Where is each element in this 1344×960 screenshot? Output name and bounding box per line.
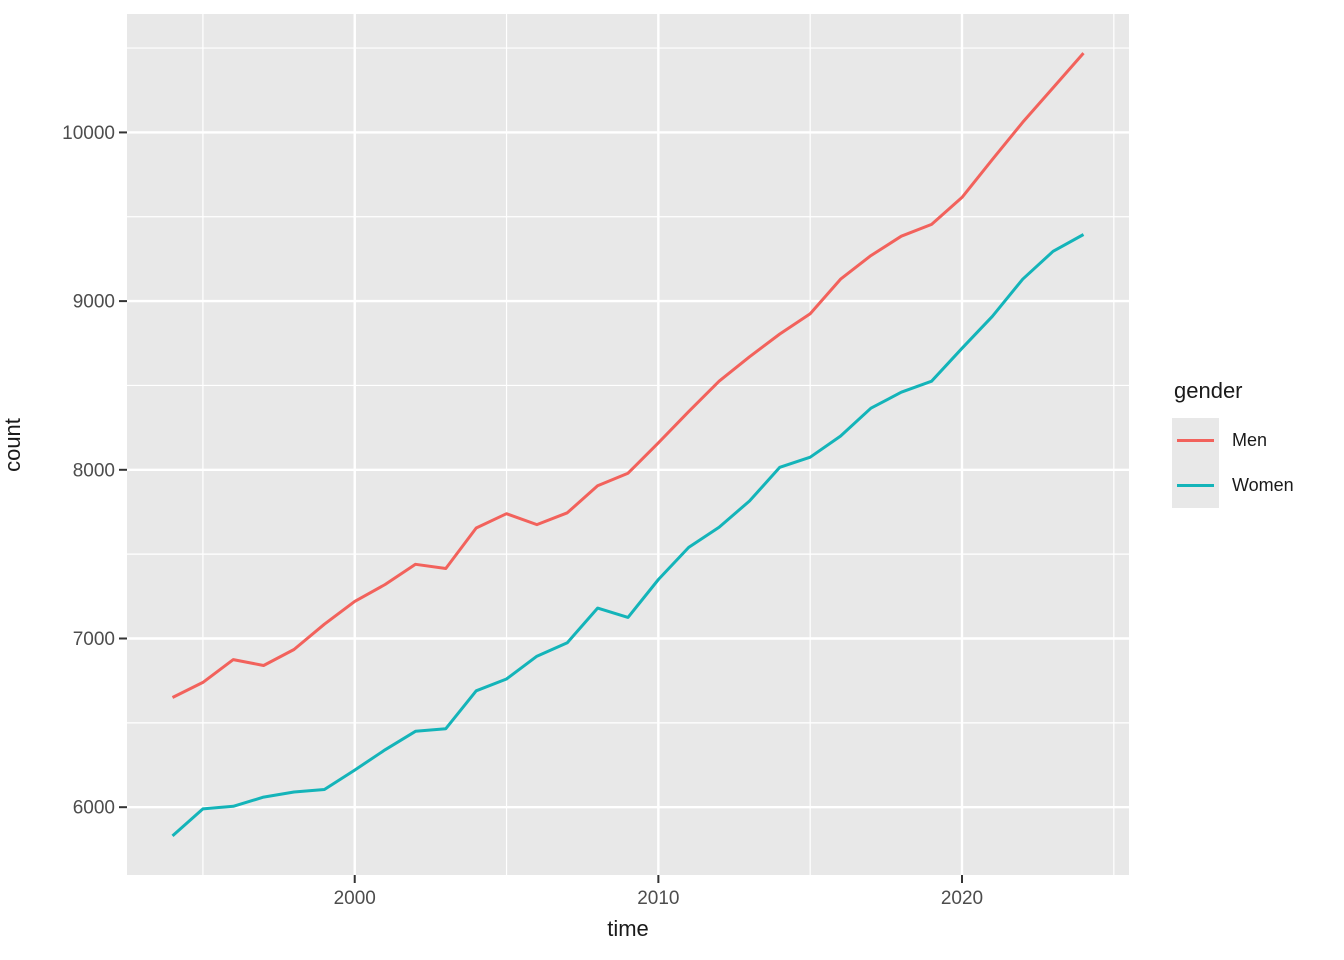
y-tick-label: 8000 bbox=[73, 460, 115, 481]
women-line bbox=[171, 233, 1085, 838]
x-tick-label: 2020 bbox=[941, 888, 983, 909]
y-tick-label: 6000 bbox=[73, 798, 115, 819]
y-axis-title: count bbox=[0, 418, 25, 472]
legend-title: gender bbox=[1174, 378, 1243, 403]
plot-panel bbox=[127, 14, 1129, 875]
x-tick-label: 2000 bbox=[334, 888, 376, 909]
men-line bbox=[171, 52, 1085, 699]
women-line-swatch bbox=[1177, 484, 1214, 487]
legend-entry-men: Men bbox=[1172, 418, 1342, 463]
legend-key-women bbox=[1172, 463, 1219, 508]
legend-key-men bbox=[1172, 418, 1219, 463]
x-axis-title: time bbox=[607, 916, 649, 941]
y-tick-label: 7000 bbox=[73, 629, 115, 650]
legend-entry-women: Women bbox=[1172, 463, 1342, 508]
legend-label-women: Women bbox=[1232, 475, 1294, 495]
y-tick-label: 9000 bbox=[73, 292, 115, 313]
x-tick-label: 2010 bbox=[637, 888, 679, 909]
legend: gender Men Women bbox=[1172, 378, 1342, 508]
men-line-swatch bbox=[1177, 439, 1214, 442]
legend-label-men: Men bbox=[1232, 430, 1268, 450]
y-tick-label: 10000 bbox=[62, 123, 115, 144]
